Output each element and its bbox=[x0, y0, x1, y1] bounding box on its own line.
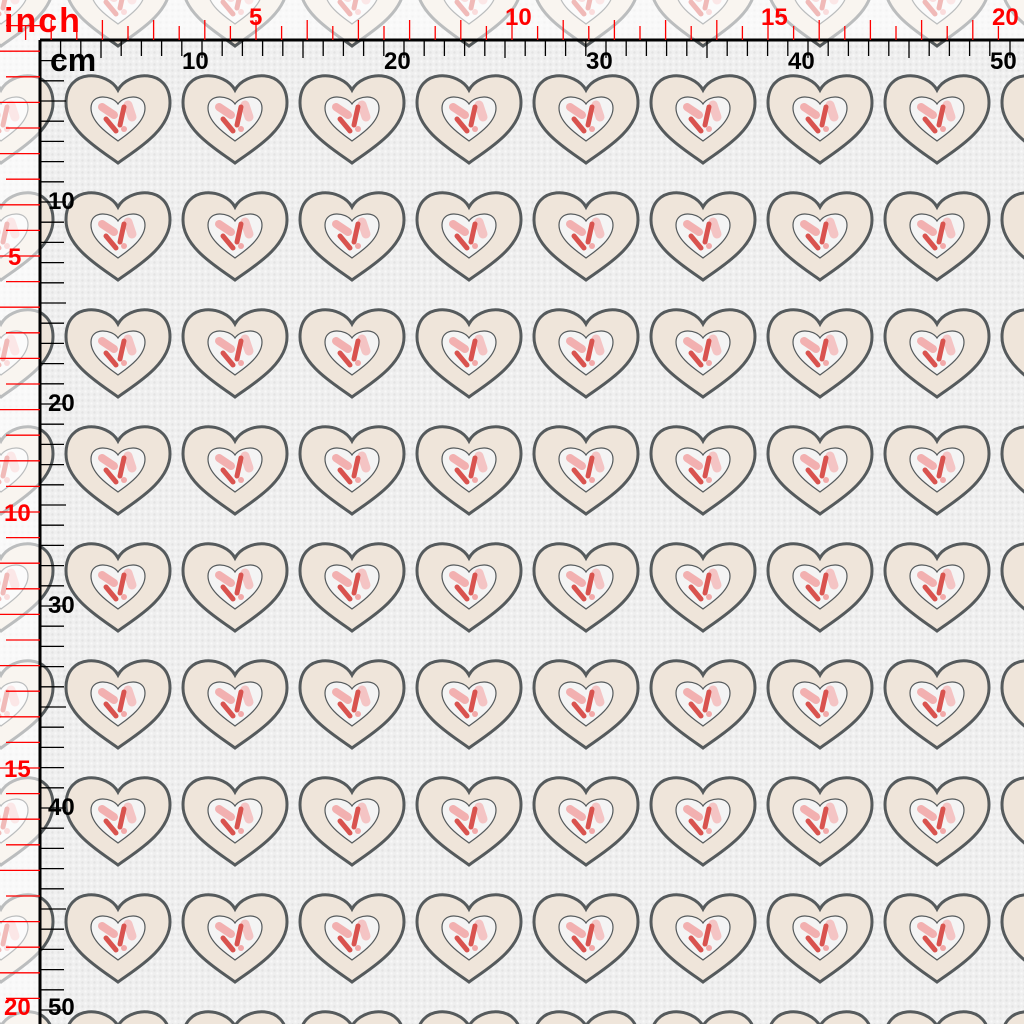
cm-left-label: 10 bbox=[48, 188, 75, 215]
cm-top-label: 50 bbox=[990, 48, 1017, 75]
inch-top-label: 20 bbox=[992, 4, 1019, 31]
fade-left bbox=[0, 40, 40, 1024]
cm-left-label: 50 bbox=[48, 994, 75, 1021]
inch-left-label: 15 bbox=[4, 756, 31, 783]
inch-left-label: 20 bbox=[4, 994, 31, 1021]
cm-left-label: 20 bbox=[48, 390, 75, 417]
inch-top-label: 15 bbox=[761, 4, 788, 31]
inch-top-label: 5 bbox=[249, 4, 263, 31]
inch-unit-label: inch bbox=[4, 2, 82, 40]
inch-left-label: 10 bbox=[4, 500, 31, 527]
ruler-ticks bbox=[0, 20, 1024, 1024]
cm-unit-label: cm bbox=[50, 42, 97, 78]
cm-top-label: 20 bbox=[384, 48, 411, 75]
cm-top-label: 30 bbox=[586, 48, 613, 75]
inch-top-label: 10 bbox=[505, 4, 532, 31]
cm-left-label: 40 bbox=[48, 794, 75, 821]
cm-left-label: 30 bbox=[48, 592, 75, 619]
inch-left-label: 5 bbox=[8, 244, 22, 271]
cm-top-label: 40 bbox=[788, 48, 815, 75]
cm-top-label: 10 bbox=[182, 48, 209, 75]
